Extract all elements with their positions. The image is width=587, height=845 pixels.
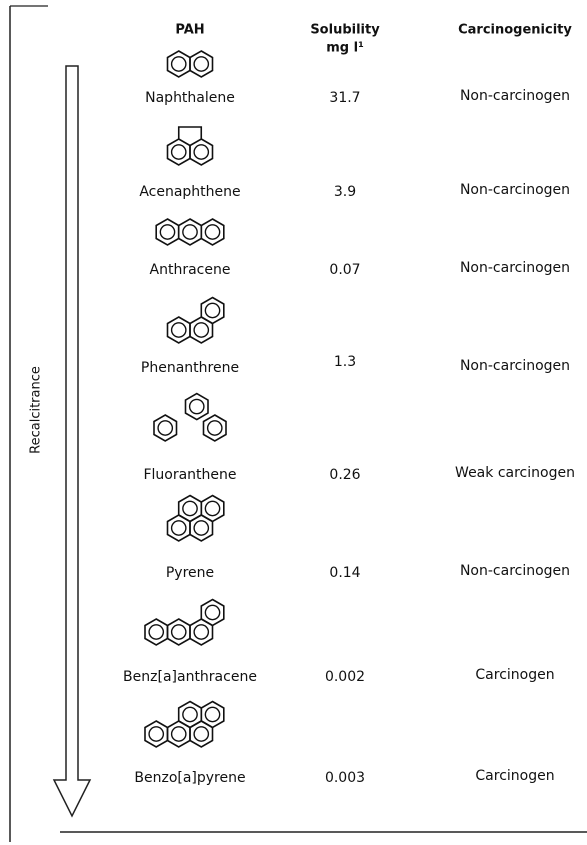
ring-circle — [193, 144, 210, 160]
ring-circle — [204, 302, 221, 319]
ring-circle — [170, 624, 187, 640]
carcinogenicity: Non-carcinogen — [460, 182, 570, 198]
ring-circle — [206, 420, 223, 436]
solubility: 1.3 — [334, 354, 356, 370]
ring — [200, 700, 225, 729]
pah-name: Acenaphthene — [139, 184, 240, 200]
structure — [166, 50, 214, 78]
ring-circle — [204, 500, 221, 517]
pah-name: Fluoranthene — [143, 467, 236, 483]
pah-name: Phenanthrene — [141, 360, 239, 376]
solubility: 0.003 — [325, 770, 365, 786]
carcinogenicity: Weak carcinogen — [455, 465, 575, 481]
carcinogenicity: Non-carcinogen — [460, 358, 570, 374]
structure — [166, 494, 225, 542]
ring — [202, 414, 227, 442]
ring-circle — [193, 322, 210, 338]
structure — [155, 218, 225, 246]
ring-circle — [204, 224, 221, 240]
ring-circle — [170, 520, 187, 536]
pah-name: Pyrene — [166, 565, 214, 581]
structure — [144, 700, 225, 748]
ring — [200, 296, 225, 325]
ring-circle — [193, 520, 210, 536]
ring-circle — [193, 726, 210, 742]
ring-circle — [204, 604, 221, 621]
solubility: 0.14 — [329, 565, 360, 581]
ring — [189, 138, 214, 166]
ring-circle — [157, 420, 174, 436]
ring-circle — [170, 144, 187, 160]
ring-circle — [182, 500, 198, 517]
carcinogenicity: Non-carcinogen — [460, 260, 570, 276]
bridge — [177, 126, 203, 139]
ring — [184, 392, 209, 421]
ring-circle — [204, 706, 221, 723]
structure — [166, 126, 214, 166]
structure — [166, 296, 225, 344]
side-label: Recalcitrance — [29, 366, 44, 454]
solubility: 0.002 — [325, 669, 365, 685]
ring-circle — [148, 624, 165, 640]
carcinogenicity: Non-carcinogen — [460, 563, 570, 579]
carcinogenicity: Carcinogen — [475, 667, 554, 683]
solubility: 0.26 — [329, 467, 360, 483]
ring — [200, 494, 225, 523]
pah-name: Naphthalene — [145, 90, 235, 106]
recalcitrance-arrow — [52, 65, 92, 818]
pah-name: Benz[a]anthracene — [123, 669, 257, 685]
ring-circle — [170, 56, 187, 72]
header-solubility-unit: mg l¹ — [326, 41, 364, 56]
ring-circle — [170, 726, 187, 742]
ring-circle — [182, 224, 198, 240]
ring — [153, 414, 178, 442]
solubility: 0.07 — [329, 262, 360, 278]
ring-circle — [193, 56, 210, 72]
header-pah: PAH — [175, 23, 204, 38]
ring — [189, 50, 214, 78]
structure — [153, 392, 227, 442]
pah-name: Benzo[a]pyrene — [134, 770, 245, 786]
carcinogenicity: Non-carcinogen — [460, 88, 570, 104]
ring — [200, 218, 225, 246]
solubility: 3.9 — [334, 184, 356, 200]
header-solubility: Solubility — [310, 23, 380, 38]
ring-circle — [159, 224, 176, 240]
rows: Naphthalene 31.7 Non-carcinogen Acenaphthen… — [123, 50, 575, 786]
pah-name: Anthracene — [150, 262, 231, 278]
solubility: 31.7 — [329, 90, 360, 106]
ring-circle — [193, 624, 210, 640]
ring — [200, 598, 225, 627]
ring-circle — [170, 322, 187, 338]
ring-circle — [188, 398, 205, 415]
ring-circle — [148, 726, 165, 742]
carcinogenicity: Carcinogen — [475, 768, 554, 784]
ring-circle — [182, 706, 198, 723]
structure — [144, 598, 225, 646]
header-carcinogenicity: Carcinogenicity — [458, 23, 572, 38]
